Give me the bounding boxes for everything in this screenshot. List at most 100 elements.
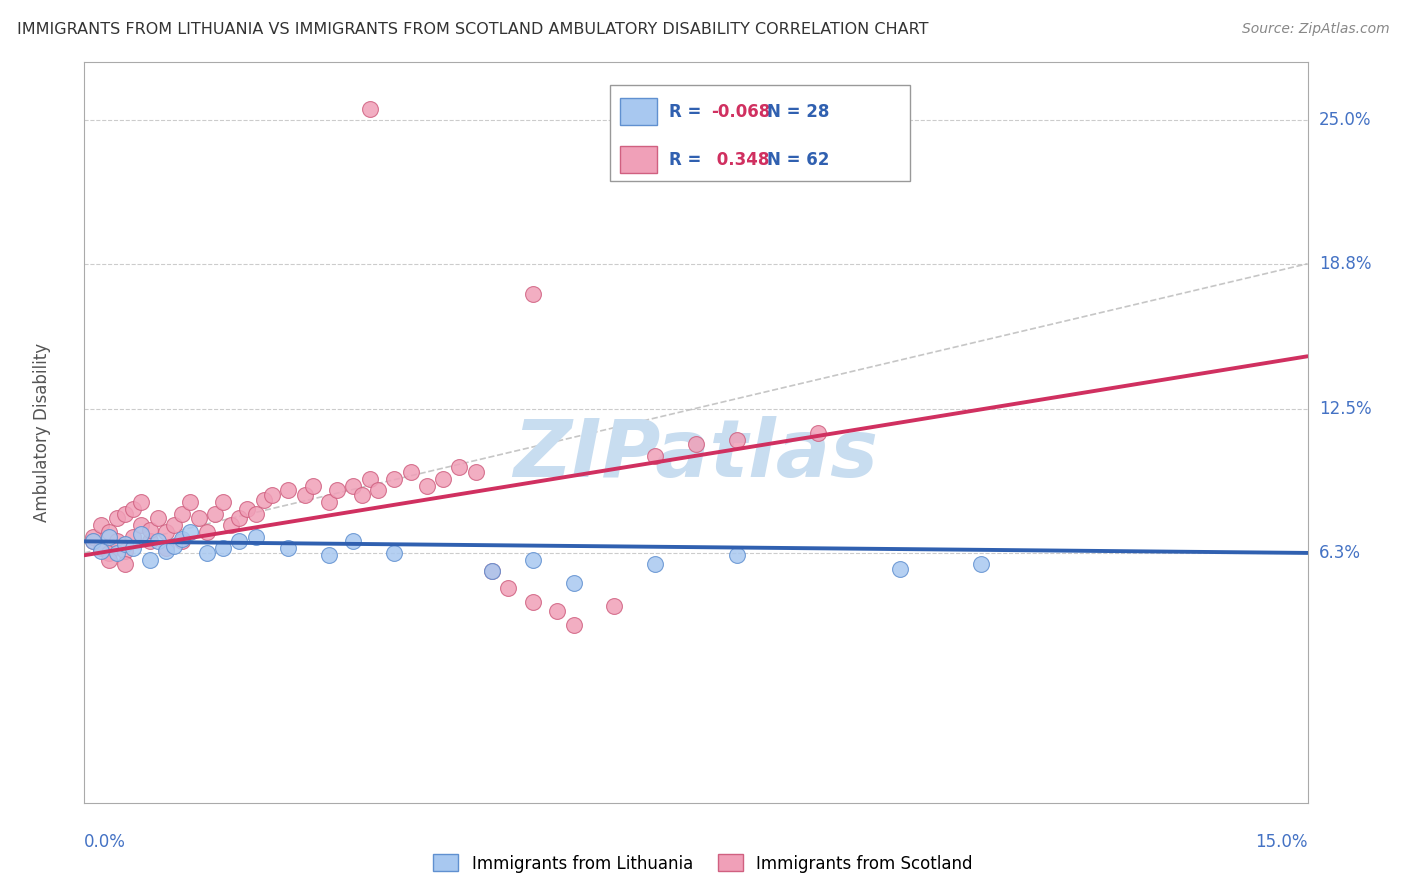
Point [172, 534, 194, 549]
Point [204, 507, 226, 521]
Point [359, 472, 381, 486]
Point [464, 465, 486, 479]
Text: -0.068: -0.068 [710, 103, 770, 120]
Text: 0.348: 0.348 [710, 151, 769, 169]
Text: 18.8%: 18.8% [1319, 255, 1371, 273]
Point [97, 546, 120, 560]
Point [603, 599, 626, 614]
Point [342, 534, 364, 549]
Point [172, 507, 194, 521]
Point [277, 483, 299, 498]
Point [122, 541, 145, 556]
Text: 6.3%: 6.3% [1319, 544, 1361, 562]
Point [277, 541, 299, 556]
Point [245, 507, 267, 521]
Point [138, 534, 160, 549]
Point [179, 525, 201, 540]
FancyBboxPatch shape [620, 146, 657, 173]
Point [318, 548, 340, 562]
Point [155, 525, 177, 540]
Point [90, 543, 112, 558]
Point [522, 286, 544, 301]
Point [350, 488, 373, 502]
Point [219, 518, 242, 533]
Point [416, 479, 439, 493]
Point [301, 479, 323, 493]
Point [105, 534, 128, 549]
Point [97, 525, 120, 540]
Point [522, 553, 544, 567]
Text: Ambulatory Disability: Ambulatory Disability [32, 343, 51, 522]
Point [212, 495, 235, 509]
Point [90, 518, 112, 533]
Point [212, 541, 235, 556]
Point [326, 483, 349, 498]
Point [294, 488, 316, 502]
Point [562, 576, 585, 591]
FancyBboxPatch shape [610, 85, 910, 181]
Point [172, 532, 194, 546]
Point [163, 539, 186, 553]
Point [644, 558, 666, 572]
Point [228, 534, 250, 549]
Point [253, 492, 276, 507]
Point [155, 541, 177, 556]
Point [97, 530, 120, 544]
Point [179, 495, 201, 509]
Point [236, 502, 259, 516]
Text: 15.0%: 15.0% [1256, 833, 1308, 851]
Text: N = 28: N = 28 [766, 103, 830, 120]
Point [195, 525, 218, 540]
Point [260, 488, 283, 502]
Point [725, 548, 748, 562]
Legend: Immigrants from Lithuania, Immigrants from Scotland: Immigrants from Lithuania, Immigrants fr… [426, 847, 980, 880]
Point [807, 425, 830, 440]
Point [399, 465, 422, 479]
Point [122, 530, 145, 544]
Point [889, 562, 911, 576]
Point [97, 553, 120, 567]
Point [114, 543, 136, 558]
Point [367, 483, 389, 498]
Point [131, 518, 153, 533]
Point [342, 479, 364, 493]
Point [131, 527, 153, 541]
Text: Source: ZipAtlas.com: Source: ZipAtlas.com [1241, 22, 1389, 37]
Point [105, 546, 128, 560]
Point [122, 502, 145, 516]
Point [685, 437, 707, 451]
Point [146, 534, 169, 549]
Point [644, 449, 666, 463]
Text: 25.0%: 25.0% [1319, 112, 1371, 129]
Point [498, 581, 520, 595]
Text: R =: R = [669, 151, 707, 169]
Point [114, 507, 136, 521]
Text: IMMIGRANTS FROM LITHUANIA VS IMMIGRANTS FROM SCOTLAND AMBULATORY DISABILITY CORR: IMMIGRANTS FROM LITHUANIA VS IMMIGRANTS … [17, 22, 928, 37]
Point [82, 530, 104, 544]
Text: 0.0%: 0.0% [84, 833, 127, 851]
Point [105, 511, 128, 525]
Point [562, 617, 585, 632]
Point [359, 102, 381, 116]
Point [195, 546, 218, 560]
Point [114, 536, 136, 550]
Point [481, 565, 503, 579]
Point [546, 604, 568, 618]
Text: R =: R = [669, 103, 707, 120]
Point [382, 546, 405, 560]
Point [432, 472, 454, 486]
Point [146, 511, 169, 525]
Point [481, 565, 503, 579]
Point [138, 523, 160, 537]
Point [114, 558, 136, 572]
Point [725, 433, 748, 447]
Point [163, 518, 186, 533]
FancyBboxPatch shape [620, 98, 657, 125]
Text: ZIPatlas: ZIPatlas [513, 416, 879, 494]
Point [382, 472, 405, 486]
Text: 12.5%: 12.5% [1319, 401, 1371, 418]
Point [449, 460, 471, 475]
Point [90, 541, 112, 556]
Point [522, 594, 544, 608]
Point [82, 534, 104, 549]
